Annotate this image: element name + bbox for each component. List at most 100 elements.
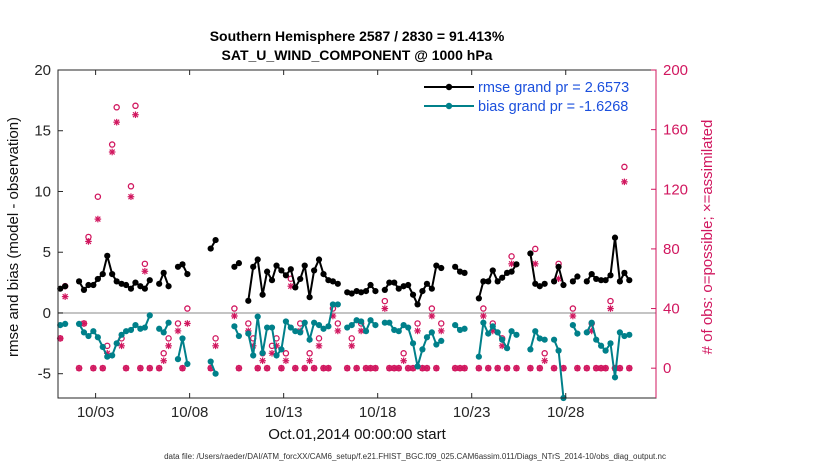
rmse-point <box>235 260 243 267</box>
plot-area <box>56 102 656 402</box>
obs-assimilated-stroke <box>475 365 482 372</box>
bias-point <box>414 363 421 370</box>
rmse-point <box>141 285 148 292</box>
y-tick-right-label: 80 <box>663 241 680 258</box>
obs-assimilated-stroke <box>94 216 101 222</box>
obs-assimilated-stroke <box>532 260 539 267</box>
obs-assimilated-stroke <box>128 193 134 200</box>
bias-point <box>282 318 290 325</box>
obs-assimilated-marker <box>423 364 431 372</box>
obs-assimilated-stroke <box>405 365 412 372</box>
bias-point <box>569 322 576 329</box>
obs-assimilated-stroke <box>536 365 543 372</box>
bias-point <box>315 322 323 329</box>
bias-point <box>264 324 271 331</box>
bias-point <box>184 360 191 368</box>
rmse-point <box>113 278 120 285</box>
obs-assimilated-marker <box>343 364 351 372</box>
bias-point <box>122 328 130 335</box>
obs-assimilated-marker <box>61 293 69 300</box>
obs-assimilated-stroke <box>123 365 129 372</box>
bias-point <box>395 328 402 335</box>
rmse-point <box>489 267 496 274</box>
bias-point <box>621 332 628 340</box>
rmse-point <box>334 280 341 287</box>
bias-point <box>550 336 558 343</box>
bias-point <box>104 353 111 360</box>
bias-point <box>146 312 153 319</box>
obs-possible-marker <box>127 183 135 190</box>
bias-point <box>423 334 431 341</box>
obs-assimilated-marker <box>513 364 520 372</box>
bias-point <box>254 313 261 320</box>
bias-point <box>597 342 605 349</box>
legend-box <box>420 76 654 120</box>
obs-possible-marker <box>428 305 436 312</box>
obs-assimilated-stroke <box>334 328 341 334</box>
rmse-point <box>358 289 365 296</box>
rmse-point <box>287 266 294 273</box>
obs-assimilated-stroke <box>508 260 515 267</box>
obs-assimilated-stroke <box>85 238 92 245</box>
bias-point <box>207 358 214 365</box>
obs-assimilated-marker <box>395 364 403 372</box>
legend-rmse-label: rmse grand pr = 2.6573 <box>478 80 629 96</box>
obs-assimilated-marker <box>155 364 163 372</box>
obs-assimilated-marker <box>174 327 182 335</box>
bias-point <box>419 346 426 353</box>
obs-possible-marker <box>245 320 252 327</box>
obs-assimilated-marker <box>94 215 102 223</box>
obs-possible-marker <box>334 320 342 327</box>
obs-assimilated-marker <box>315 342 323 350</box>
obs-assimilated-stroke <box>367 365 374 372</box>
rmse-point <box>165 283 172 290</box>
rmse-point <box>597 277 605 284</box>
obs-assimilated-stroke <box>513 365 520 372</box>
obs-assimilated-stroke <box>99 365 106 372</box>
obs-assimilated-marker <box>235 364 243 372</box>
rmse-point <box>438 264 445 272</box>
legend-bias-marker <box>445 102 453 110</box>
obs-assimilated-stroke <box>113 119 120 126</box>
obs-assimilated-marker <box>334 327 342 335</box>
obs-assimilated-stroke <box>616 365 623 372</box>
data-file-footer: data file: /Users/raeder/DAI/ATM_forcXX/… <box>164 452 666 461</box>
obs-possible-marker <box>174 320 182 327</box>
rmse-point <box>184 270 191 278</box>
obs-assimilated-marker <box>212 342 219 350</box>
rmse-point <box>475 295 482 302</box>
obs-possible-marker <box>607 297 614 305</box>
obs-possible-marker <box>381 297 389 305</box>
obs-assimilated-stroke <box>90 365 97 372</box>
obs-possible-marker <box>621 163 628 171</box>
bias-point <box>109 352 116 359</box>
bias-point <box>555 347 562 354</box>
rmse-point <box>480 278 487 285</box>
obs-assimilated-marker <box>461 364 468 372</box>
bias-point <box>452 322 459 329</box>
obs-assimilated-marker <box>141 267 149 275</box>
bias-point <box>607 340 614 347</box>
obs-assimilated-stroke <box>57 335 64 342</box>
y-axis-right-label: # of obs: o=possible; ×=assimilated <box>699 120 716 355</box>
obs-assimilated-marker <box>113 118 120 126</box>
obs-assimilated-marker <box>574 364 581 372</box>
bias-point <box>513 331 520 338</box>
x-tick-label: 10/28 <box>547 404 585 421</box>
obs-assimilated-stroke <box>81 320 87 327</box>
obs-assimilated-marker <box>607 305 614 312</box>
rmse-point <box>301 262 308 269</box>
obs-possible-marker <box>400 350 407 357</box>
rmse-point <box>499 274 506 281</box>
obs-possible-marker <box>437 320 445 327</box>
bias-point <box>80 329 88 336</box>
rmse-point <box>292 284 299 291</box>
obs-assimilated-stroke <box>598 365 604 372</box>
rmse-point <box>494 278 501 285</box>
rmse-point <box>85 281 92 289</box>
obs-assimilated-stroke <box>184 320 191 327</box>
bias-point <box>433 341 440 348</box>
obs-assimilated-stroke <box>165 342 172 349</box>
y-tick-right-label: 40 <box>663 301 680 318</box>
obs-possible-marker <box>480 305 487 312</box>
